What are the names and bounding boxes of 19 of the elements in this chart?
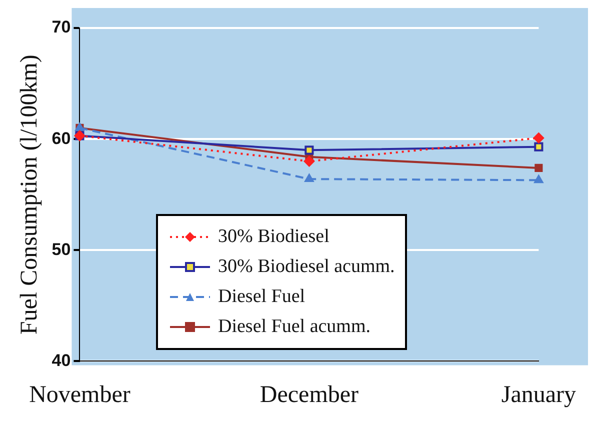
point <box>534 142 544 152</box>
point <box>304 156 315 167</box>
point <box>534 174 544 184</box>
x-tick-label: January <box>501 382 576 408</box>
point <box>304 174 314 182</box>
point <box>533 132 544 144</box>
x-tick-label: November <box>29 382 130 408</box>
legend-label: Diesel Fuel <box>218 285 306 309</box>
legend-label: Diesel Fuel acumm. <box>218 315 370 339</box>
y-tick-label: 40 <box>52 350 71 370</box>
legend-label: 30% Biodiesel <box>218 225 330 249</box>
point <box>304 146 314 155</box>
y-tick-label: 70 <box>52 18 71 37</box>
x-tick-label: December <box>260 382 358 408</box>
legend-label: 30% Biodiesel acumm. <box>218 255 395 279</box>
y-tick-label: 60 <box>52 128 71 148</box>
point <box>534 164 543 172</box>
y-tick-label: 50 <box>52 240 71 259</box>
y-axis-title: Fuel Consumption (l/100km) <box>16 54 43 335</box>
